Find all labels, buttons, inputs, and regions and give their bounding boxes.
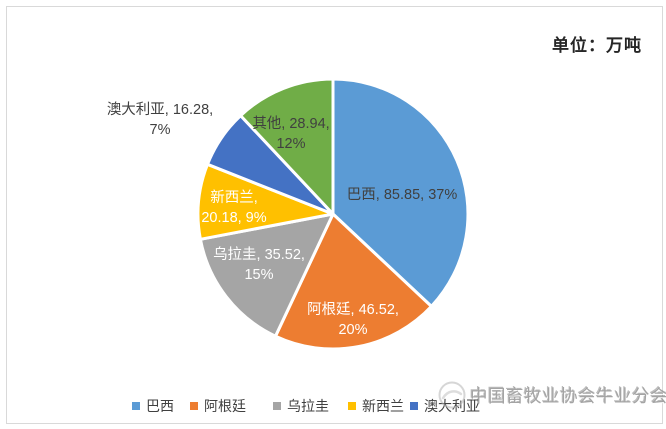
legend-label: 阿根廷 xyxy=(204,398,246,414)
pie-slice-argentina xyxy=(274,212,433,351)
data-label-brazil: 巴西, 85.85, 37% xyxy=(347,185,457,205)
data-label-line: 新西兰, xyxy=(210,190,258,206)
pie-slice-uruguay xyxy=(198,212,335,338)
legend-item-brazil: 巴西 xyxy=(132,396,174,416)
legend-label: 澳大利亚 xyxy=(424,398,480,414)
legend-swatch-argentina xyxy=(190,402,198,410)
pie-slice-brazil xyxy=(331,77,470,308)
data-label-line: 其他, 28.94, xyxy=(252,116,330,132)
legend-item-argentina: 阿根廷 xyxy=(190,396,246,416)
data-label-line: 乌拉圭, 35.52, xyxy=(213,247,305,263)
data-label-line: 澳大利亚, 16.28, xyxy=(106,102,214,118)
legend-label: 乌拉圭 xyxy=(287,398,329,414)
legend-swatch-australia xyxy=(410,402,418,410)
data-label-argentina: 阿根廷, 46.52, 20% xyxy=(307,300,399,340)
data-label-other: 其他, 28.94, 12% xyxy=(252,114,329,154)
data-label-uruguay: 乌拉圭, 35.52, 15% xyxy=(213,245,305,285)
data-label-line: 15% xyxy=(244,267,274,283)
data-label-line: 巴西, 85.85, 37% xyxy=(346,187,458,203)
data-label-line: 阿根廷, 46.52, xyxy=(307,302,399,318)
data-label-line: 20.18, 9% xyxy=(201,210,267,226)
legend-label: 新西兰 xyxy=(362,398,404,414)
data-label-line: 20% xyxy=(338,322,368,338)
data-label-australia: 澳大利亚, 16.28, 7% xyxy=(107,100,213,140)
legend-label: 巴西 xyxy=(146,398,174,414)
unit-label: 单位：万吨 xyxy=(552,36,642,55)
legend-item-uruguay: 乌拉圭 xyxy=(273,396,329,416)
legend-item-new-zealand: 新西兰 xyxy=(348,396,404,416)
legend-item-australia: 澳大利亚 xyxy=(410,396,480,416)
pie-slice-other xyxy=(239,77,335,216)
data-label-new-zealand: 新西兰, 20.18, 9% xyxy=(201,188,266,228)
legend-swatch-brazil xyxy=(132,402,140,410)
legend-swatch-new-zealand xyxy=(348,402,356,410)
data-label-line: 12% xyxy=(276,136,306,152)
legend-swatch-uruguay xyxy=(273,402,281,410)
data-label-line: 7% xyxy=(149,122,171,138)
